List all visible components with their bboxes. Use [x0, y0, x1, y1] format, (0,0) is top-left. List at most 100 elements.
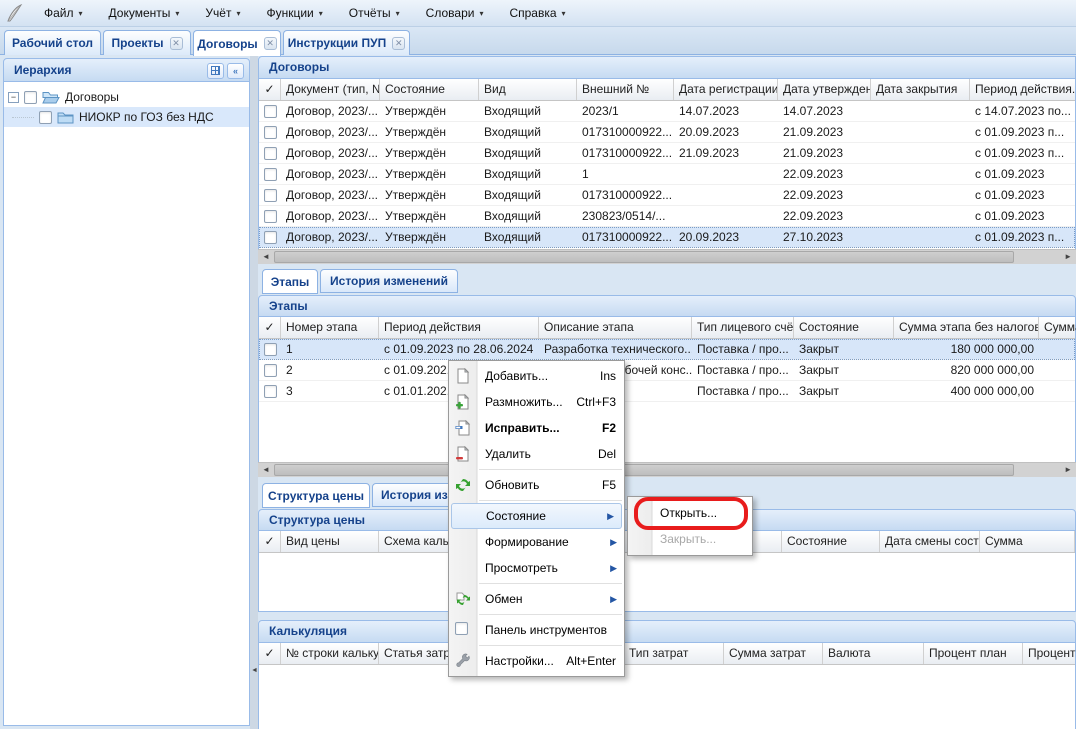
- menu-documents[interactable]: Документы ▾: [108, 6, 180, 20]
- column-header[interactable]: Состояние: [782, 531, 880, 552]
- table-row[interactable]: 2с 01.09.202...Разработка рабочей конс..…: [259, 360, 1075, 381]
- row-checkbox[interactable]: [263, 363, 277, 377]
- collapse-node-icon[interactable]: −: [8, 91, 19, 103]
- column-header[interactable]: Документ (тип, №: [281, 79, 380, 100]
- sidebar-splitter[interactable]: ◄: [250, 55, 258, 729]
- contracts-hscrollbar[interactable]: ◄ ►: [258, 249, 1076, 264]
- scrollbar-thumb[interactable]: [274, 464, 1014, 476]
- scroll-right-icon[interactable]: ►: [1064, 465, 1072, 474]
- column-header[interactable]: Состояние: [380, 79, 479, 100]
- column-header[interactable]: Дата закрытия: [871, 79, 970, 100]
- scrollbar-thumb[interactable]: [274, 251, 1014, 263]
- tab-stages[interactable]: Этапы: [262, 269, 318, 294]
- row-checkbox[interactable]: [263, 230, 277, 244]
- scroll-right-icon[interactable]: ►: [1064, 252, 1072, 261]
- column-header[interactable]: Вид цены: [281, 531, 379, 552]
- select-all-column-header[interactable]: ✓: [259, 531, 281, 552]
- menu-item-settings[interactable]: Настройки... Alt+Enter: [449, 648, 624, 674]
- menu-item-refresh[interactable]: Обновить F5: [449, 472, 624, 498]
- column-header[interactable]: Сумма этапа без налогов: [894, 317, 1039, 338]
- menu-reports[interactable]: Отчёты ▾: [348, 6, 400, 20]
- submenu-item-open[interactable]: Открыть...: [660, 506, 718, 520]
- menu-separator: [479, 500, 622, 501]
- tree-item-contracts[interactable]: − Договоры: [4, 87, 249, 107]
- menu-help[interactable]: Справка ▾: [509, 6, 566, 20]
- column-header[interactable]: Сумма: [980, 531, 1075, 552]
- menu-item-duplicate[interactable]: Размножить... Ctrl+F3: [449, 389, 624, 415]
- table-row[interactable]: Договор, 2023/... Утверждён Входящий 017310…: [259, 185, 1075, 206]
- column-header[interactable]: Внешний №: [577, 79, 674, 100]
- table-row[interactable]: 1 с 01.09.2023 по 28.06.2024 Разработка те…: [259, 339, 1075, 360]
- close-icon[interactable]: ✕: [169, 36, 183, 50]
- column-header[interactable]: Номер этапа: [281, 317, 379, 338]
- menu-file[interactable]: Файл ▾: [44, 6, 83, 20]
- tree-item-niokr[interactable]: НИОКР по ГОЗ без НДС: [4, 107, 249, 127]
- tab-price-structure[interactable]: Структура цены: [262, 483, 370, 508]
- column-header[interactable]: № строки калькул: [281, 643, 379, 664]
- menu-item-add[interactable]: Добавить... Ins: [449, 363, 624, 389]
- column-header[interactable]: Тип лицевого счёт: [692, 317, 794, 338]
- tab-contracts[interactable]: Договоры ✕: [193, 30, 281, 56]
- table-row[interactable]: Договор, 2023/... Утверждён Входящий 017310…: [259, 122, 1075, 143]
- menu-item-view[interactable]: Просмотреть ▶: [485, 561, 617, 575]
- select-all-column-header[interactable]: ✓: [259, 317, 281, 338]
- column-header[interactable]: Период действия: [379, 317, 539, 338]
- column-header[interactable]: Процент план: [924, 643, 1023, 664]
- column-header[interactable]: Сумма: [1039, 317, 1076, 338]
- cell: 1: [286, 342, 293, 356]
- menu-item-forming[interactable]: Формирование ▶: [485, 535, 617, 549]
- menu-item-state[interactable]: Состояние ▶: [451, 503, 622, 529]
- locate-icon[interactable]: [207, 63, 224, 79]
- row-checkbox[interactable]: [263, 146, 277, 160]
- menu-functions[interactable]: Функции ▾: [266, 6, 323, 20]
- select-all-column-header[interactable]: ✓: [259, 643, 281, 664]
- column-header[interactable]: Вид: [479, 79, 577, 100]
- column-header[interactable]: Сумма затрат: [724, 643, 823, 664]
- column-header[interactable]: Дата смены состоя: [880, 531, 980, 552]
- table-row[interactable]: Договор, 2023/... Утверждён Входящий 2023/1…: [259, 101, 1075, 122]
- scroll-left-icon[interactable]: ◄: [262, 252, 270, 261]
- table-row[interactable]: 3с 01.01.202...Изделия и ...Поставка / п…: [259, 381, 1075, 402]
- menu-item-exchange[interactable]: Обмен ▶: [449, 586, 624, 612]
- column-header[interactable]: Дата утверждения: [778, 79, 871, 100]
- column-header[interactable]: Валюта: [823, 643, 924, 664]
- tab-change-history[interactable]: История изменений: [320, 269, 458, 293]
- table-row[interactable]: Договор, 2023/... Утверждён Входящий 1 22.09…: [259, 164, 1075, 185]
- menu-dictionaries[interactable]: Словари ▾: [425, 6, 484, 20]
- row-checkbox[interactable]: [263, 342, 277, 356]
- tree-checkbox[interactable]: [24, 90, 37, 104]
- menu-item-delete[interactable]: Удалить Del: [449, 441, 624, 467]
- column-header[interactable]: Процент ф: [1023, 643, 1076, 664]
- table-row[interactable]: Договор, 2023/... Утверждён Входящий 017310…: [259, 227, 1075, 248]
- table-row[interactable]: Договор, 2023/... Утверждён Входящий 017310…: [259, 143, 1075, 164]
- grid-header: ✓ № строки калькул Статья затрат Тип затрат…: [259, 643, 1076, 665]
- collapse-arrow-icon[interactable]: ◄: [251, 667, 258, 674]
- close-icon[interactable]: ✕: [392, 36, 406, 50]
- column-header[interactable]: Период действия...: [970, 79, 1076, 100]
- row-checkbox[interactable]: [263, 209, 277, 223]
- select-all-column-header[interactable]: ✓: [259, 79, 281, 100]
- row-checkbox[interactable]: [263, 167, 277, 181]
- row-checkbox[interactable]: [263, 125, 277, 139]
- column-header[interactable]: Тип затрат: [624, 643, 724, 664]
- collapse-sidebar-icon[interactable]: «: [227, 63, 244, 79]
- menu-item-edit[interactable]: Исправить... F2: [449, 415, 624, 441]
- tab-instructions[interactable]: Инструкции ПУП ✕: [283, 30, 410, 55]
- close-icon[interactable]: ✕: [263, 37, 277, 50]
- column-header[interactable]: Дата регистрации.: [674, 79, 778, 100]
- menu-item-toolbar-toggle[interactable]: Панель инструментов: [449, 617, 624, 643]
- column-header[interactable]: Описание этапа: [539, 317, 692, 338]
- wrench-icon: [456, 653, 470, 667]
- column-header[interactable]: Состояние: [794, 317, 894, 338]
- calc-grid: ✓ № строки калькул Статья затрат Тип затрат…: [258, 643, 1076, 729]
- menu-accounting[interactable]: Учёт ▾: [205, 6, 241, 20]
- table-row[interactable]: Договор, 2023/... Утверждён Входящий 230823…: [259, 206, 1075, 227]
- tab-projects[interactable]: Проекты ✕: [103, 30, 191, 55]
- stages-hscrollbar[interactable]: ◄ ►: [258, 462, 1076, 477]
- row-checkbox[interactable]: [263, 104, 277, 118]
- tree-checkbox[interactable]: [39, 110, 52, 124]
- row-checkbox[interactable]: [263, 188, 277, 202]
- tab-desktop[interactable]: Рабочий стол: [4, 30, 101, 55]
- row-checkbox[interactable]: [263, 384, 277, 398]
- scroll-left-icon[interactable]: ◄: [262, 465, 270, 474]
